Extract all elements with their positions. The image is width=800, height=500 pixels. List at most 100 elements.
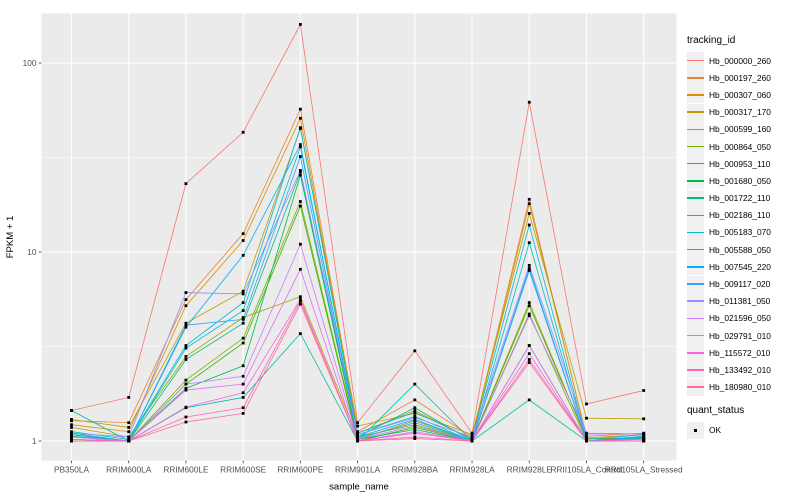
data-point xyxy=(298,155,302,158)
data-point xyxy=(527,361,531,364)
data-point xyxy=(70,409,73,412)
data-point xyxy=(298,295,302,299)
legend-key-line xyxy=(687,111,704,113)
data-point xyxy=(298,298,302,301)
x-tick-label: RRIM928LA xyxy=(449,465,495,475)
legend-key-box xyxy=(687,189,704,207)
legend-entry-label: Hb_021596_050 xyxy=(709,313,771,324)
legend-key-box xyxy=(687,292,704,310)
data-point xyxy=(298,170,302,174)
legend-entry: Hb_001680_050 xyxy=(687,172,799,190)
data-point xyxy=(413,431,417,435)
gridlines xyxy=(41,13,677,461)
legend-entry-label: Hb_000197_260 xyxy=(709,72,771,83)
data-point xyxy=(585,402,588,406)
data-point xyxy=(298,126,302,130)
data-point xyxy=(413,437,417,440)
data-point xyxy=(585,432,588,436)
legend-entry-label: Hb_000307_060 xyxy=(709,89,771,100)
data-point xyxy=(184,321,188,325)
data-point xyxy=(184,323,188,327)
data-point xyxy=(241,321,245,325)
legend-key-box xyxy=(687,103,704,121)
y-tick-label: 10 xyxy=(27,247,37,257)
legend-entry: Hb_005183_070 xyxy=(687,223,799,241)
data-point xyxy=(70,439,73,443)
data-point xyxy=(527,202,531,206)
legend-key-box xyxy=(687,86,704,104)
data-point xyxy=(356,433,359,437)
data-point xyxy=(298,169,302,172)
x-tick-label: PB350LA xyxy=(54,465,90,475)
data-point xyxy=(585,416,588,420)
legend-key-line xyxy=(687,334,704,337)
x-tick-label: RRIM928LE xyxy=(507,465,553,475)
data-point xyxy=(184,291,188,294)
data-point xyxy=(413,349,417,353)
legend-key-line xyxy=(687,180,704,182)
legend-key-box xyxy=(687,275,704,293)
legend-key-line xyxy=(687,77,704,79)
data-point xyxy=(413,406,417,410)
data-point xyxy=(184,358,188,361)
data-point xyxy=(642,417,646,421)
legend-entry-label: Hb_001680_050 xyxy=(709,175,771,186)
legend-entries-tracking-id: Hb_000000_260 Hb_000197_260 Hb_000307_060 H… xyxy=(687,52,799,396)
legend-entry-label: Hb_009117_020 xyxy=(709,279,771,290)
legend: tracking_id Hb_000000_260 Hb_000197_260 Hb… xyxy=(687,35,799,439)
data-point xyxy=(241,411,245,415)
data-point xyxy=(527,304,531,308)
legend-entry-label: Hb_115572_010 xyxy=(709,347,771,358)
data-point xyxy=(70,435,73,439)
data-point xyxy=(298,332,302,336)
data-point xyxy=(127,426,131,429)
legend-entry: Hb_029791_010 xyxy=(687,327,799,345)
legend-entry-label: Hb_133492_010 xyxy=(709,364,771,375)
data-point xyxy=(241,309,245,312)
y-axis-title: FPKM + 1 xyxy=(5,216,16,259)
data-point xyxy=(184,298,188,301)
data-point xyxy=(470,437,474,440)
data-point xyxy=(184,325,188,329)
data-point xyxy=(413,410,417,414)
legend-title-tracking-id: tracking_id xyxy=(687,35,736,46)
legend-entry: Hb_000317_170 xyxy=(687,103,799,121)
data-point xyxy=(527,301,531,304)
legend-key-box xyxy=(687,344,704,362)
data-point xyxy=(527,266,531,270)
data-point xyxy=(585,434,588,438)
data-point xyxy=(527,314,531,318)
data-point xyxy=(241,239,245,242)
data-point xyxy=(413,435,417,439)
legend-entry: Hb_000953_110 xyxy=(687,155,799,173)
legend-entry: Hb_000307_060 xyxy=(687,86,799,104)
data-point xyxy=(184,378,188,382)
data-point xyxy=(241,292,245,296)
legend-title-quant-status: quant_status xyxy=(687,404,745,416)
legend-entry: Hb_133492_010 xyxy=(687,361,799,379)
legend-key-line xyxy=(687,214,704,217)
legend-key-box xyxy=(687,241,704,259)
data-point xyxy=(184,420,188,424)
panel xyxy=(41,13,677,461)
data-point xyxy=(470,433,474,437)
legend-key-line xyxy=(687,231,704,234)
data-point xyxy=(527,344,531,347)
data-point xyxy=(298,200,302,203)
legend-key-box xyxy=(687,172,704,190)
data-point xyxy=(184,405,188,409)
legend-key-box xyxy=(687,361,704,379)
legend-entry: Hb_000000_260 xyxy=(687,52,799,70)
data-point xyxy=(241,289,245,293)
data-point xyxy=(127,437,131,441)
legend-entry: Hb_021596_050 xyxy=(687,309,799,327)
legend-key-box xyxy=(687,120,704,138)
x-axis: PB350LA RRIM600LA RRIM600LE RRIM600SE RRIM60… xyxy=(54,460,683,475)
data-point xyxy=(356,439,359,443)
legend-entry-label: Hb_002186_110 xyxy=(709,210,771,221)
legend-key-box xyxy=(687,155,704,173)
legend-entry-label: Hb_005183_070 xyxy=(709,227,771,238)
legend-entry-label: Hb_180980_010 xyxy=(709,382,771,393)
legend-key-box xyxy=(687,138,704,156)
